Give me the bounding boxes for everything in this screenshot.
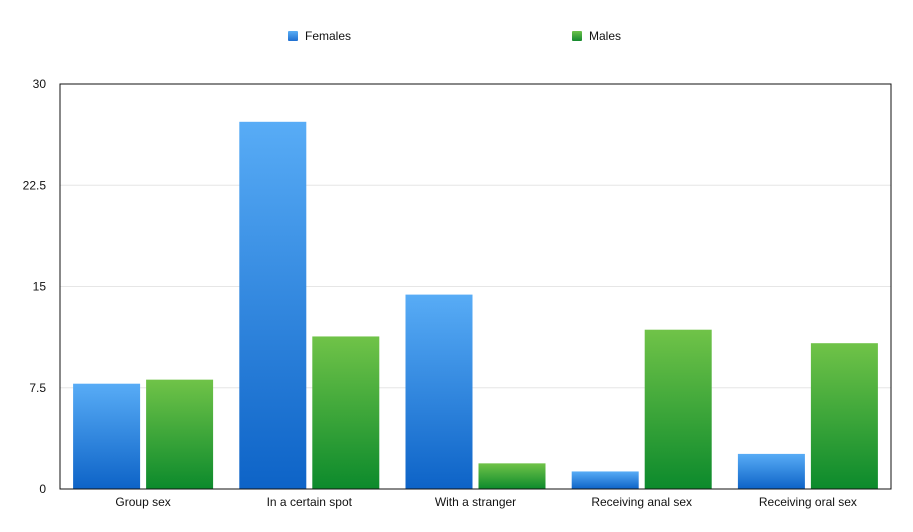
y-tick-label: 15 [33,280,47,294]
x-tick-label: In a certain spot [267,495,353,509]
x-axis-ticks: Group sex In a certain spot With a strange… [115,495,857,509]
bar-males-4 [810,343,878,489]
legend-label-females: Females [305,29,352,43]
legend-item-males: Males [572,29,621,43]
y-tick-label: 0 [39,482,46,496]
legend-label-males: Males [589,29,622,43]
bar-females-1 [239,121,307,490]
bar-females-0 [73,383,141,489]
bar-males-2 [478,463,546,489]
bars-group [73,121,878,490]
bar-males-0 [146,379,214,489]
bar-females-3 [571,471,639,489]
x-tick-label: With a stranger [435,495,516,509]
x-tick-label: Group sex [115,495,170,509]
x-tick-label: Receiving oral sex [759,495,857,509]
legend-swatch-females [288,31,298,41]
x-tick-label: Receiving anal sex [591,495,692,509]
grid-lines [60,184,891,389]
bar-females-2 [405,294,473,489]
plot-area-border [59,83,892,490]
bar-males-3 [644,329,712,489]
legend-swatch-males [572,31,582,41]
legend-item-females: Females [288,29,351,43]
bar-males-1 [312,336,380,489]
bar-females-4 [737,453,805,489]
y-tick-label: 30 [33,77,47,91]
y-axis-ticks: 0 7.5 15 22.5 30 [23,77,47,496]
y-tick-label: 22.5 [23,178,47,192]
y-tick-label: 7.5 [29,381,46,395]
